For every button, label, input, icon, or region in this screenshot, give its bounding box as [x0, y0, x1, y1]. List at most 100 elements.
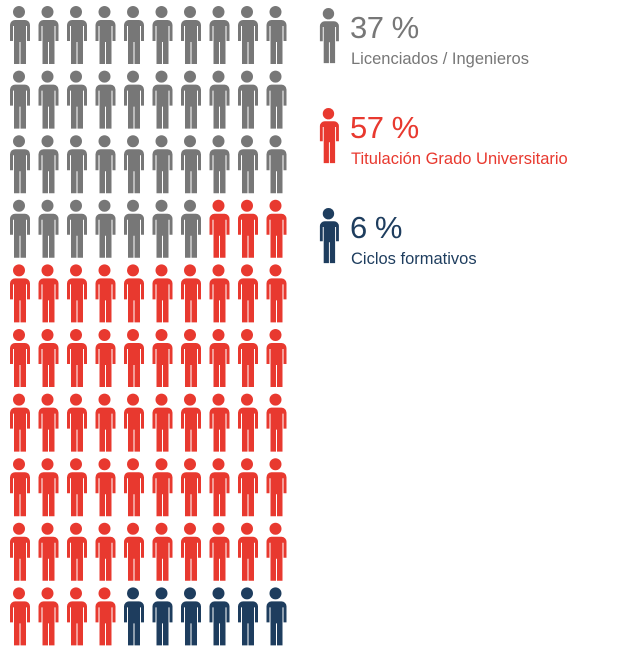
- icon-body: [266, 472, 287, 517]
- person-icon: [209, 199, 230, 258]
- person-icon: [266, 135, 287, 194]
- icon-head: [127, 587, 139, 600]
- icon-head: [241, 587, 253, 600]
- person-icon: [124, 329, 144, 387]
- icon-body: [152, 149, 173, 194]
- person-icon: [95, 522, 116, 581]
- icon-head: [269, 393, 282, 406]
- person-icon: [238, 522, 258, 581]
- icon-body: [209, 407, 230, 452]
- icon-head: [13, 264, 25, 277]
- icon-head: [127, 199, 139, 212]
- person-icon: [152, 393, 173, 452]
- icon-head: [13, 522, 25, 535]
- icon-body: [124, 536, 144, 581]
- legend-value: 6 %: [350, 210, 402, 245]
- legend-icon: [319, 108, 339, 164]
- icon-body: [95, 149, 116, 194]
- icon-head: [212, 199, 225, 212]
- icon-head: [155, 70, 168, 83]
- icon-body: [209, 84, 230, 129]
- icon-body: [38, 536, 59, 581]
- icon-body: [10, 84, 30, 129]
- icon-head: [184, 135, 196, 148]
- icon-body: [266, 536, 287, 581]
- icon-head: [13, 70, 25, 83]
- icon-head: [13, 199, 25, 212]
- icon-body: [124, 343, 144, 387]
- person-icon: [95, 135, 116, 194]
- icon-head: [41, 329, 54, 341]
- person-icon: [209, 458, 230, 517]
- icon-body: [124, 20, 144, 64]
- icon-head: [127, 329, 139, 341]
- legend-value: 37 %: [350, 10, 419, 45]
- icon-body: [238, 213, 258, 258]
- legend-label: Titulación Grado Universitario: [351, 150, 568, 168]
- icon-body: [38, 601, 59, 646]
- icon-body: [38, 213, 59, 258]
- icon-body: [152, 20, 173, 64]
- icon-head: [41, 264, 54, 277]
- icon-head: [13, 458, 25, 471]
- icon-head: [184, 587, 196, 600]
- person-icon: [152, 587, 173, 646]
- icon-head: [155, 199, 168, 212]
- legend-label: Ciclos formativos: [351, 250, 477, 268]
- person-icon: [95, 587, 116, 646]
- icon-head: [155, 587, 168, 600]
- person-icon: [181, 522, 201, 581]
- icon-body: [67, 536, 87, 581]
- person-icon: [38, 135, 59, 194]
- icon-head: [322, 208, 335, 220]
- icon-body: [10, 472, 30, 517]
- icon-body: [266, 278, 287, 323]
- icon-body: [209, 278, 230, 323]
- icon-head: [184, 522, 196, 535]
- person-icon: [95, 329, 116, 387]
- person-icon: [181, 135, 201, 194]
- icon-head: [70, 135, 82, 148]
- person-icon: [209, 587, 230, 646]
- person-icon: [95, 199, 116, 258]
- icon-body: [152, 407, 173, 452]
- icon-body: [238, 149, 258, 194]
- person-icon: [181, 587, 201, 646]
- icon-head: [269, 135, 282, 148]
- person-icon: [38, 587, 59, 646]
- icon-body: [152, 213, 173, 258]
- icon-body: [67, 407, 87, 452]
- person-icon: [67, 458, 87, 517]
- icon-head: [98, 264, 111, 277]
- person-icon: [152, 522, 173, 581]
- icon-head: [98, 70, 111, 83]
- icon-body: [67, 472, 87, 517]
- icon-head: [184, 458, 196, 471]
- person-icon: [38, 393, 59, 452]
- icon-head: [212, 587, 225, 600]
- icon-head: [98, 393, 111, 406]
- icon-body: [38, 149, 59, 194]
- person-icon: [181, 393, 201, 452]
- person-icon: [67, 587, 87, 646]
- person-icon: [181, 70, 201, 129]
- icon-head: [13, 6, 25, 18]
- icon-body: [38, 20, 59, 64]
- person-icon: [266, 70, 287, 129]
- icon-head: [241, 329, 253, 341]
- icon-body: [95, 213, 116, 258]
- icon-body: [209, 20, 230, 64]
- icon-head: [212, 264, 225, 277]
- icon-body: [266, 213, 287, 258]
- icon-body: [95, 343, 116, 387]
- icon-body: [124, 84, 144, 129]
- person-icon: [152, 70, 173, 129]
- icon-body: [38, 84, 59, 129]
- icon-head: [98, 587, 111, 600]
- person-icon: [238, 458, 258, 517]
- icon-head: [241, 70, 253, 83]
- person-icon: [10, 458, 30, 517]
- icon-body: [209, 536, 230, 581]
- icon-head: [212, 393, 225, 406]
